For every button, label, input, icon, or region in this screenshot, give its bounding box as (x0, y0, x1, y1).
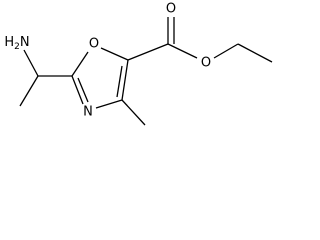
bond (121, 59, 129, 101)
ring-oxygen-label: O (89, 37, 99, 52)
bond (167, 43, 198, 59)
bond (71, 51, 89, 77)
structure-diagram: H2N O N O O (4, 2, 273, 126)
bond (95, 99, 123, 109)
bond (19, 75, 39, 107)
subscript: 2 (14, 42, 20, 52)
bond (116, 65, 123, 98)
amine-label: H2N (4, 35, 29, 52)
bond (77, 77, 89, 103)
bond (71, 75, 84, 105)
ring-nitrogen-label: N (83, 105, 93, 120)
bond (121, 99, 146, 126)
bond (213, 43, 239, 59)
ester-oxygen-label: O (201, 56, 211, 71)
bond (23, 49, 39, 77)
atom-h: H (4, 35, 14, 50)
carbonyl-oxygen-label: O (166, 2, 176, 17)
atom-n: N (20, 35, 30, 50)
bonds (19, 17, 273, 126)
bond (237, 43, 273, 63)
bond (127, 43, 169, 61)
bond (100, 47, 129, 61)
